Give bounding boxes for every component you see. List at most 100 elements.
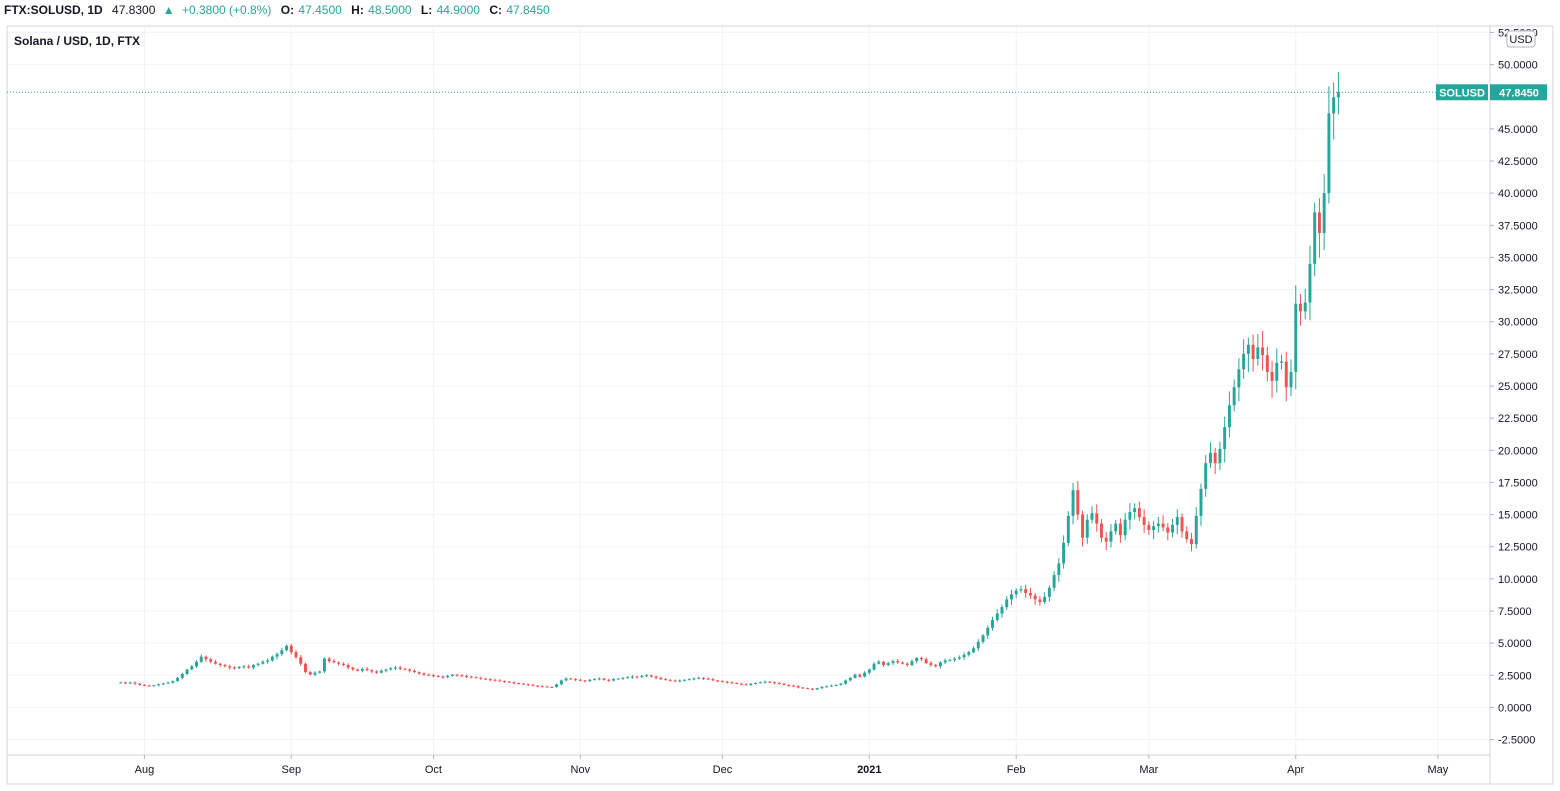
candle	[375, 670, 379, 674]
candle-body	[673, 680, 677, 682]
candle-body	[806, 688, 810, 690]
candle	[503, 680, 506, 683]
candle-body	[142, 684, 146, 686]
candle-body	[991, 620, 994, 628]
candle	[337, 661, 341, 666]
candle	[171, 680, 175, 684]
candle	[545, 685, 549, 688]
candle	[521, 682, 525, 685]
candle-body	[853, 674, 857, 678]
candle-body	[266, 660, 270, 662]
candle-body	[725, 681, 729, 683]
candle-body	[1114, 523, 1118, 532]
candle	[1047, 585, 1051, 602]
candle-body	[683, 679, 687, 681]
candle	[1005, 595, 1009, 610]
pane-border	[6, 25, 1554, 785]
candle-body	[204, 656, 208, 660]
y-tick-label: 2.5000	[1498, 670, 1532, 682]
candle	[218, 662, 222, 667]
candle	[611, 677, 615, 682]
candle-body	[630, 676, 634, 678]
candle-body	[815, 688, 819, 690]
candle-body	[1280, 361, 1283, 363]
candle	[796, 685, 800, 689]
candle	[204, 655, 208, 662]
candle-body	[346, 665, 350, 668]
candle-body	[166, 682, 170, 684]
candle	[384, 668, 388, 673]
candle	[147, 684, 151, 687]
candle-body	[664, 679, 668, 681]
x-tick-label: Dec	[713, 764, 733, 776]
candle	[768, 681, 772, 684]
candle-body	[583, 680, 587, 682]
candle-body	[792, 685, 795, 687]
grid	[7, 26, 1490, 755]
candle-body	[493, 679, 497, 681]
candle	[1014, 588, 1018, 599]
candle	[1019, 585, 1023, 593]
candle	[550, 686, 554, 689]
candle-body	[498, 680, 502, 682]
candle-body	[304, 663, 307, 673]
candle-body	[214, 661, 217, 664]
candle	[1137, 501, 1141, 521]
candle	[910, 659, 914, 667]
candle-body	[1104, 537, 1108, 542]
candle	[863, 671, 867, 678]
candle	[138, 683, 142, 686]
candle	[924, 657, 928, 664]
x-tick-label: Nov	[571, 764, 591, 776]
candle-body	[356, 669, 360, 671]
currency-badge[interactable]: USD	[1506, 30, 1536, 48]
candle	[564, 677, 568, 682]
price-axis[interactable]: -2.5000 0.0000 2.5000 5.0000 7.5000 10.0000 12…	[1490, 27, 1538, 747]
candle	[1180, 513, 1184, 538]
candle	[436, 675, 440, 678]
candle	[815, 687, 819, 690]
candle	[190, 665, 194, 671]
candle	[341, 662, 345, 667]
candle	[1232, 379, 1236, 412]
candle-body	[763, 681, 767, 683]
candle-body	[1199, 488, 1203, 516]
candle-body	[531, 684, 535, 686]
candle	[322, 657, 326, 674]
time-axis[interactable]: Aug Sep Oct Nov Dec 2021 Feb Mar Apr May	[135, 755, 1449, 776]
candle	[976, 639, 980, 651]
header-o-label: O:	[281, 3, 294, 17]
candle-body	[749, 683, 753, 685]
candle-body	[299, 657, 303, 664]
candle	[934, 663, 938, 668]
candle	[829, 684, 833, 687]
candle	[1028, 587, 1032, 599]
candle	[858, 673, 862, 678]
candle	[133, 681, 137, 685]
candle-body	[1261, 347, 1265, 356]
candle-body	[901, 662, 904, 664]
candle	[773, 681, 777, 685]
candle	[1246, 337, 1250, 373]
candle-body	[209, 659, 213, 662]
candle-body	[1223, 427, 1227, 449]
header-change: +0.3800 (+0.8%)	[182, 3, 271, 17]
y-tick-label: 15.0000	[1498, 510, 1538, 522]
candle-body	[1313, 212, 1317, 264]
candle	[716, 679, 720, 683]
candle-body	[247, 666, 251, 668]
candle	[886, 661, 890, 667]
candle	[1076, 481, 1080, 520]
candle-body	[1299, 303, 1302, 312]
candle-body	[1246, 344, 1250, 354]
candle-body	[427, 674, 431, 676]
y-tick-label: 0.0000	[1498, 702, 1532, 714]
candle-body	[564, 678, 568, 681]
candle	[128, 681, 132, 684]
candle-body	[981, 635, 985, 642]
candle-body	[1000, 607, 1004, 614]
candle-body	[863, 672, 867, 677]
y-tick-label: 30.0000	[1498, 317, 1538, 329]
candle	[427, 673, 431, 676]
